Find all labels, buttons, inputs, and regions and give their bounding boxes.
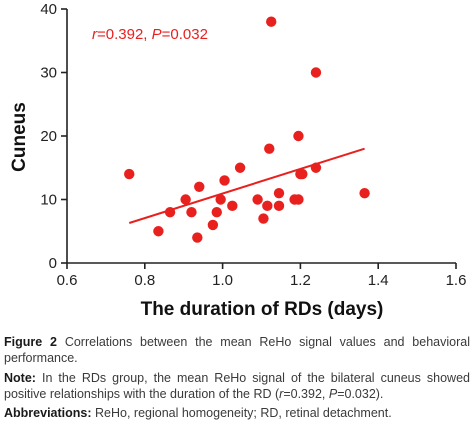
figure-caption: Figure 2 Correlations between the mean R… <box>4 335 470 366</box>
y-tick-label: 0 <box>49 255 57 272</box>
data-point <box>266 16 277 27</box>
x-tick-label: 0.6 <box>57 272 78 289</box>
data-point <box>262 200 273 212</box>
abbreviations-label: Abbreviations: <box>4 406 92 420</box>
data-point <box>164 207 176 218</box>
data-point <box>234 162 246 173</box>
figure-note: Note: In the RDs group, the mean ReHo si… <box>4 371 470 401</box>
points-group <box>124 16 370 243</box>
data-point <box>180 194 191 205</box>
x-axis: 0.6 0.8 1.0 1.2 1.4 1.6 <box>57 262 467 289</box>
data-point <box>207 219 219 231</box>
data-point <box>258 213 269 224</box>
data-point <box>293 194 304 205</box>
fit-line <box>128 147 365 224</box>
y-axis: 0 10 20 30 40 <box>40 1 68 272</box>
x-tick-label: 0.8 <box>134 272 155 289</box>
scatter-chart: 0.6 0.8 1.0 1.2 1.4 1.6 0 10 20 30 40 r=0.392, P=… <box>9 1 467 320</box>
data-point <box>264 143 275 154</box>
y-tick-label: 40 <box>40 1 57 18</box>
y-tick-label: 30 <box>40 65 57 82</box>
data-point <box>273 187 285 199</box>
x-tick-label: 1.0 <box>212 272 233 289</box>
data-point <box>252 194 263 205</box>
data-point <box>227 200 238 212</box>
data-point <box>310 162 322 173</box>
data-point <box>215 194 226 205</box>
correlation-annotation: r=0.392, P=0.032 <box>92 26 208 43</box>
abbreviations: Abbreviations: ReHo, regional homogeneit… <box>4 406 392 420</box>
data-point <box>310 67 322 78</box>
data-point <box>211 207 222 218</box>
data-point <box>186 207 197 218</box>
y-axis-label: Cuneus <box>9 102 30 172</box>
data-point <box>219 175 230 186</box>
x-tick-label: 1.2 <box>290 272 311 289</box>
y-tick-label: 20 <box>40 128 57 145</box>
x-tick-label: 1.4 <box>368 272 389 289</box>
data-point <box>124 168 135 180</box>
figure-label: Figure 2 <box>4 335 57 349</box>
note-label: Note: <box>4 371 36 385</box>
y-tick-label: 10 <box>40 192 57 209</box>
fit-line-group <box>128 147 365 224</box>
data-point <box>293 130 304 142</box>
data-point <box>297 168 308 180</box>
data-point <box>359 187 370 199</box>
data-point <box>273 200 285 212</box>
data-point <box>192 232 203 243</box>
data-point <box>153 226 164 237</box>
x-tick-label: 1.6 <box>446 272 467 289</box>
figure-text: Correlations between the mean ReHo signa… <box>4 335 470 365</box>
x-axis-label: The duration of RDs (days) <box>141 299 384 320</box>
data-point <box>194 181 205 192</box>
